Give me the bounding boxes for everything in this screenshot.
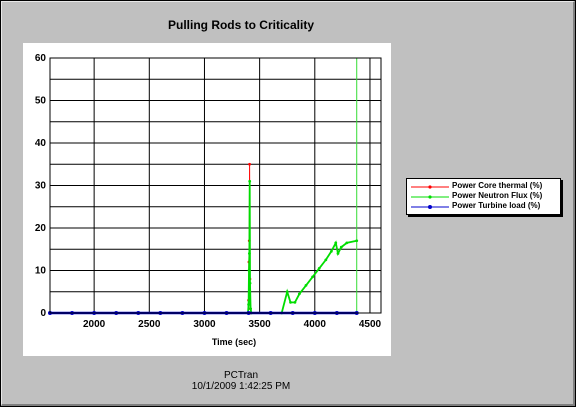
footer-app-name: PCTran <box>223 370 259 381</box>
legend: Power Core thermal (%) Power Neutron Flu… <box>406 178 561 215</box>
legend-label-neutron-flux: Power Neutron Flux (%) <box>452 191 543 200</box>
series-neutron-flux-point <box>285 290 289 294</box>
series-neutron-flux-point <box>248 179 252 183</box>
grid-layer <box>50 57 381 314</box>
y-tick-label: 60 <box>35 53 47 64</box>
y-tick-label: 40 <box>35 138 47 149</box>
series-neutron-flux-point <box>355 239 359 243</box>
series-core-thermal-point <box>248 162 251 166</box>
series-neutron-flux-point <box>345 241 349 245</box>
y-tick-label: 10 <box>35 266 47 277</box>
x-tick-label: 2500 <box>138 319 161 330</box>
series-neutron-flux-line <box>50 181 357 314</box>
y-tick-label: 50 <box>35 96 47 107</box>
series-neutron-flux-point <box>247 252 251 255</box>
series-core-thermal-line <box>50 164 357 314</box>
axis-layer: 0 10 20 30 40 50 60 2000 2500 3000 3500 4000 4500 <box>35 53 382 330</box>
chart-svg: 0 10 20 30 40 50 60 2000 2500 3000 3500 4000 4500 Ti… <box>35 53 382 347</box>
x-tick-label: 2000 <box>83 319 106 330</box>
series-neutron-flux-point <box>304 283 308 287</box>
plot-panel: 0 10 20 30 40 50 60 2000 2500 3000 3500 4000 4500 Ti… <box>23 43 391 356</box>
series-neutron-flux-point <box>324 258 328 262</box>
legend-label-core-thermal: Power Core thermal (%) <box>452 181 543 190</box>
series-neutron-flux-point <box>247 303 251 306</box>
legend-label-turbine-load: Power Turbine load (%) <box>452 201 541 210</box>
legend-swatch-core-thermal <box>411 185 449 189</box>
legend-swatch-turbine-load <box>411 205 449 209</box>
x-tick-label: 4500 <box>359 319 382 330</box>
legend-entry-core-thermal: Power Core thermal (%) <box>407 181 560 192</box>
series-neutron-flux-point <box>311 275 314 279</box>
series-neutron-flux-point <box>248 281 252 285</box>
x-axis-label: Time (sec) <box>212 337 256 347</box>
plot-border <box>49 57 382 314</box>
legend-entry-turbine-load: Power Turbine load (%) <box>407 201 560 212</box>
series-neutron-flux-point <box>297 292 301 296</box>
series-neutron-flux-point <box>339 245 343 249</box>
legend-swatch-neutron-flux <box>411 195 449 199</box>
x-tick-label: 3500 <box>249 319 272 330</box>
series-neutron-flux-point <box>329 249 333 253</box>
y-tick-label: 20 <box>35 223 47 234</box>
series-neutron-flux-point <box>317 266 321 270</box>
x-tick-label: 4000 <box>304 319 327 330</box>
series-neutron-flux-point <box>293 300 297 304</box>
series-neutron-flux-point <box>249 307 252 311</box>
series-neutron-flux-point <box>336 252 340 255</box>
x-tick-label: 3000 <box>193 319 216 330</box>
legend-entry-neutron-flux: Power Neutron Flux (%) <box>407 191 560 202</box>
series-neutron-flux-point <box>289 300 292 304</box>
series-neutron-flux-point <box>334 241 338 245</box>
footer-timestamp: 10/1/2009 1:42:25 PM <box>191 381 291 392</box>
y-tick-label: 30 <box>35 181 47 192</box>
series-neutron-flux-point <box>247 269 251 272</box>
chart-title: Pulling Rods to Criticality <box>167 18 314 32</box>
y-tick-label: 0 <box>40 308 46 319</box>
